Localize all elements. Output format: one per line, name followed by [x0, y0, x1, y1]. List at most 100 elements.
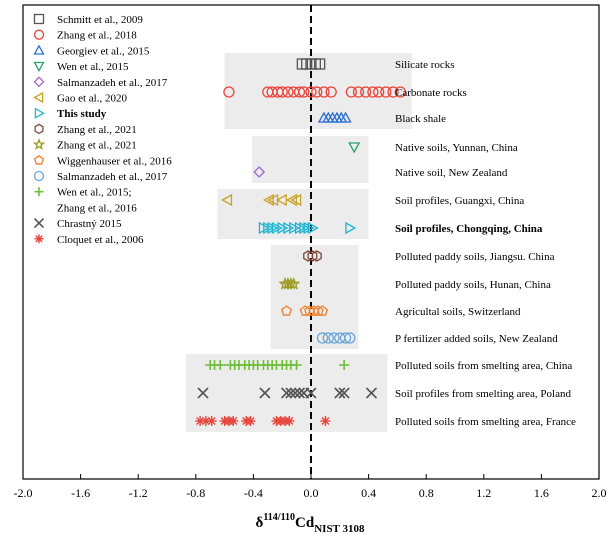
category-label: Soil profiles, Guangxi, China — [395, 195, 524, 207]
legend-label: Salmanzadeh et al., 2017 — [57, 171, 168, 183]
data-point — [282, 86, 294, 98]
legend-marker — [32, 138, 46, 150]
data-point — [316, 332, 329, 344]
legend-label: Wiggenhauser et al., 2016 — [57, 155, 172, 167]
data-point — [387, 86, 399, 98]
x-tick-label: -0.8 — [186, 486, 205, 500]
data-point — [360, 86, 372, 98]
category-label: Soil profiles from smelting area, Poland — [395, 388, 571, 400]
legend-label: This study — [57, 108, 107, 120]
x-tick-label: 0.8 — [419, 486, 434, 500]
category-band — [270, 245, 359, 349]
data-point — [380, 86, 392, 98]
legend-label: Wen et al., 2015; — [57, 187, 132, 199]
category-label: Native soils, Yunnan, China — [395, 142, 518, 154]
legend-label: Zhang et al., 2021 — [57, 124, 137, 136]
data-point — [283, 221, 295, 235]
data-point — [320, 416, 331, 426]
legend-label: Cloquet et al., 2006 — [57, 234, 144, 246]
x-tick-label: 0.4 — [361, 486, 376, 500]
category-label: Polluted paddy soils, Hunan, China — [395, 279, 551, 291]
data-point — [348, 142, 361, 154]
legend-marker — [33, 154, 45, 165]
data-point — [285, 387, 297, 399]
data-point — [325, 86, 337, 98]
x-axis-label-sub: NIST 3108 — [314, 523, 365, 535]
legend-marker — [33, 76, 45, 88]
data-point — [290, 193, 302, 207]
x-tick-label: 0.0 — [304, 486, 319, 500]
data-point — [253, 166, 266, 178]
category-label: Polluted soils from smelting area, China — [395, 360, 572, 372]
data-point — [339, 360, 350, 370]
legend-marker — [33, 44, 45, 55]
legend-label: Salmanzadeh et al., 2017 — [57, 77, 168, 89]
legend-marker — [34, 123, 44, 135]
category-label: Polluted paddy soils, Jiangsu. China — [395, 251, 555, 263]
legend-label: Zhang et al., 2016 — [57, 202, 137, 214]
data-point — [338, 387, 350, 399]
data-point — [271, 221, 283, 235]
legend-marker — [33, 91, 44, 104]
legend-label: Zhang et al., 2018 — [57, 30, 137, 42]
legend-label: Georgiev et al., 2015 — [57, 45, 150, 57]
x-tick-label: -1.6 — [71, 486, 90, 500]
data-point — [365, 387, 378, 399]
data-point — [262, 193, 274, 207]
data-point — [298, 86, 310, 98]
data-point — [228, 416, 239, 426]
data-point — [223, 86, 235, 98]
data-point — [280, 387, 293, 399]
category-label: Soil profiles, Chongqing, China — [395, 223, 543, 235]
category-label: P fertilizer added soils, New Zealand — [395, 333, 558, 345]
category-label: Carbonate rocks — [395, 87, 467, 99]
legend: Schmitt et al., 2009 Zhang et al., 2018 Ge… — [32, 13, 172, 246]
data-point — [345, 86, 357, 98]
legend-label: Gao et al., 2020 — [57, 93, 127, 105]
data-points — [195, 58, 406, 426]
legend-marker — [33, 170, 45, 182]
category-label: Silicate rocks — [395, 59, 455, 71]
data-point — [328, 332, 340, 344]
category-bands — [185, 53, 412, 432]
data-point — [311, 86, 323, 98]
data-point — [287, 276, 301, 290]
legend-label: Chrastný 2015 — [57, 218, 122, 230]
data-point — [221, 193, 233, 207]
data-point — [339, 332, 352, 344]
x-tick-label: -0.4 — [244, 486, 263, 500]
legend-label: Schmitt et al., 2009 — [57, 14, 143, 26]
category-label: Black shale — [395, 113, 446, 125]
data-point — [293, 387, 306, 399]
data-point — [307, 221, 319, 235]
data-point — [305, 387, 317, 399]
data-point — [276, 86, 288, 98]
x-axis-label-main: δ — [256, 515, 264, 531]
data-point — [311, 250, 322, 262]
data-point — [345, 221, 357, 235]
data-point — [367, 86, 379, 98]
data-point — [259, 387, 271, 399]
data-point — [206, 416, 217, 426]
data-point — [352, 86, 365, 98]
data-point — [289, 387, 301, 399]
data-point — [281, 305, 293, 316]
data-point — [215, 360, 226, 370]
data-point — [339, 111, 352, 123]
legend-marker — [33, 29, 45, 40]
x-axis-label-sup: 114/110 — [263, 512, 295, 523]
x-tick-label: -1.2 — [129, 486, 148, 500]
data-point — [394, 86, 406, 98]
x-tick-label: 1.6 — [534, 486, 549, 500]
data-point — [313, 58, 326, 70]
data-point — [317, 305, 329, 316]
data-point — [293, 86, 306, 98]
data-point — [318, 86, 330, 98]
data-point — [284, 416, 295, 426]
legend-marker — [34, 234, 44, 244]
data-point — [197, 387, 209, 399]
x-tick-label: 1.2 — [476, 486, 491, 500]
x-axis-label-element: Cd — [295, 515, 315, 531]
data-point — [291, 360, 302, 370]
